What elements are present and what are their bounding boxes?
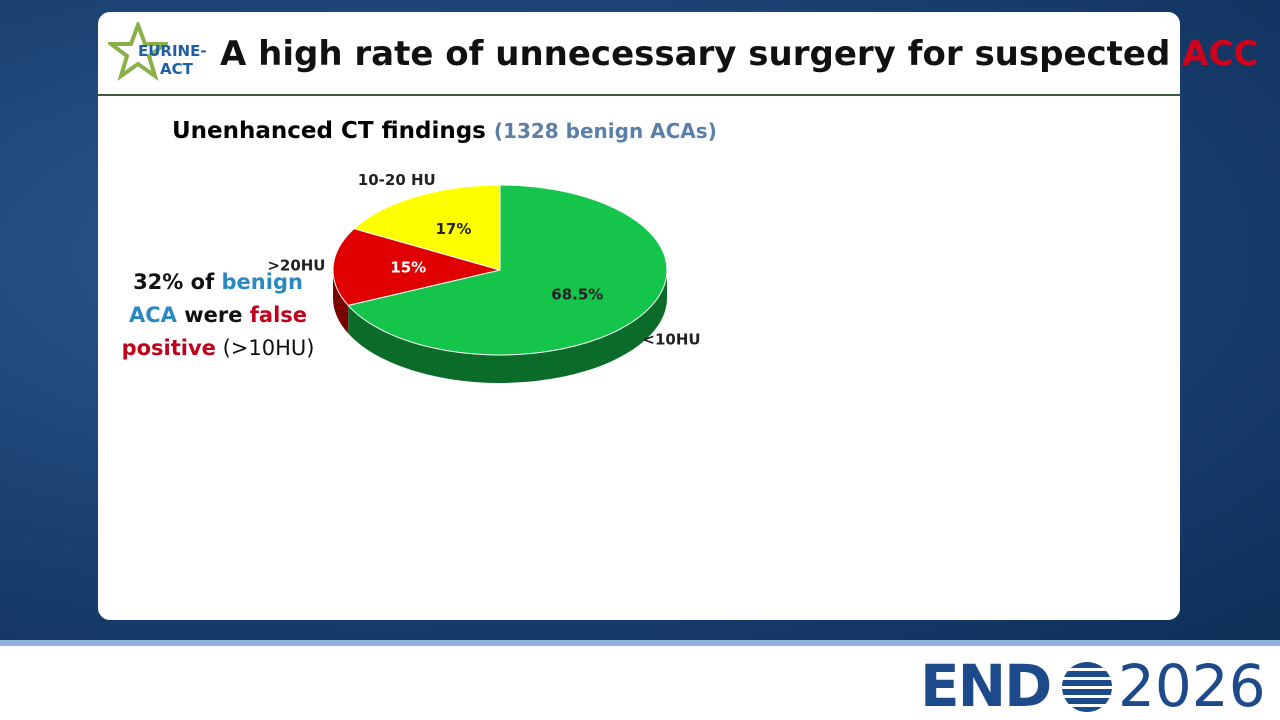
annotation-text: (>10HU) bbox=[215, 336, 315, 360]
category-label: <10HU bbox=[642, 331, 700, 349]
annotation-text: 32% of bbox=[133, 270, 222, 294]
footer-year: 2026 bbox=[1118, 652, 1266, 720]
logo-star bbox=[108, 22, 168, 81]
logo-text: EURINE- bbox=[138, 42, 207, 60]
annotation-text: false bbox=[249, 303, 308, 327]
chart-title: Unenhanced CT findings bbox=[172, 118, 486, 144]
annotation-text: were bbox=[176, 303, 250, 327]
annotation-text: positive bbox=[121, 336, 216, 360]
slice bbox=[353, 184, 501, 271]
slice bbox=[332, 228, 501, 306]
footer-globe bbox=[1062, 662, 1112, 712]
pie-chart: 68.5% <10HU 15% >20HU 17% 10-20 HU bbox=[267, 171, 701, 384]
logo-text: ACT bbox=[160, 60, 193, 78]
data-label: 68.5% bbox=[551, 286, 603, 304]
logo: EURINE- ACT bbox=[108, 22, 207, 84]
chart-subtitle: (1328 benign ACAs) bbox=[493, 119, 717, 143]
annotation-text: benign bbox=[221, 270, 303, 294]
chart-heading: Unenhanced CT findings (1328 benign ACAs… bbox=[172, 118, 717, 144]
slice bbox=[347, 184, 668, 356]
title-text: A high rate of unnecessary surgery for s… bbox=[220, 34, 1183, 74]
category-label: 10-20 HU bbox=[358, 171, 436, 189]
slice-side bbox=[348, 270, 667, 384]
annotation: 32% of benign ACA were false positive (>… bbox=[118, 266, 318, 365]
annotation-text: ACA bbox=[128, 303, 177, 327]
slide-title: A high rate of unnecessary surgery for s… bbox=[220, 34, 1258, 74]
category-label: >20HU bbox=[267, 256, 325, 274]
footer-brand: END bbox=[920, 652, 1052, 720]
slice-side bbox=[333, 270, 349, 334]
data-label: 17% bbox=[436, 220, 472, 238]
title-highlight: ACC bbox=[1182, 34, 1259, 74]
data-label: 15% bbox=[390, 259, 426, 277]
header-rule bbox=[98, 94, 1180, 96]
